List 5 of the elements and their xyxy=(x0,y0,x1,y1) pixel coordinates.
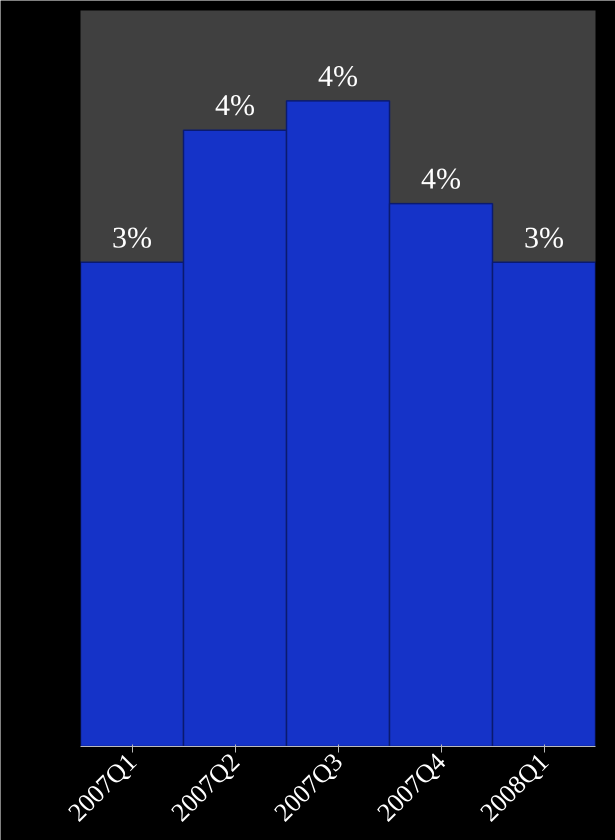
data-label: 3% xyxy=(112,221,152,254)
data-label: 3% xyxy=(524,221,564,254)
data-label: 4% xyxy=(421,162,462,196)
data-label: 4% xyxy=(215,89,256,122)
data-label: 4% xyxy=(318,60,358,93)
